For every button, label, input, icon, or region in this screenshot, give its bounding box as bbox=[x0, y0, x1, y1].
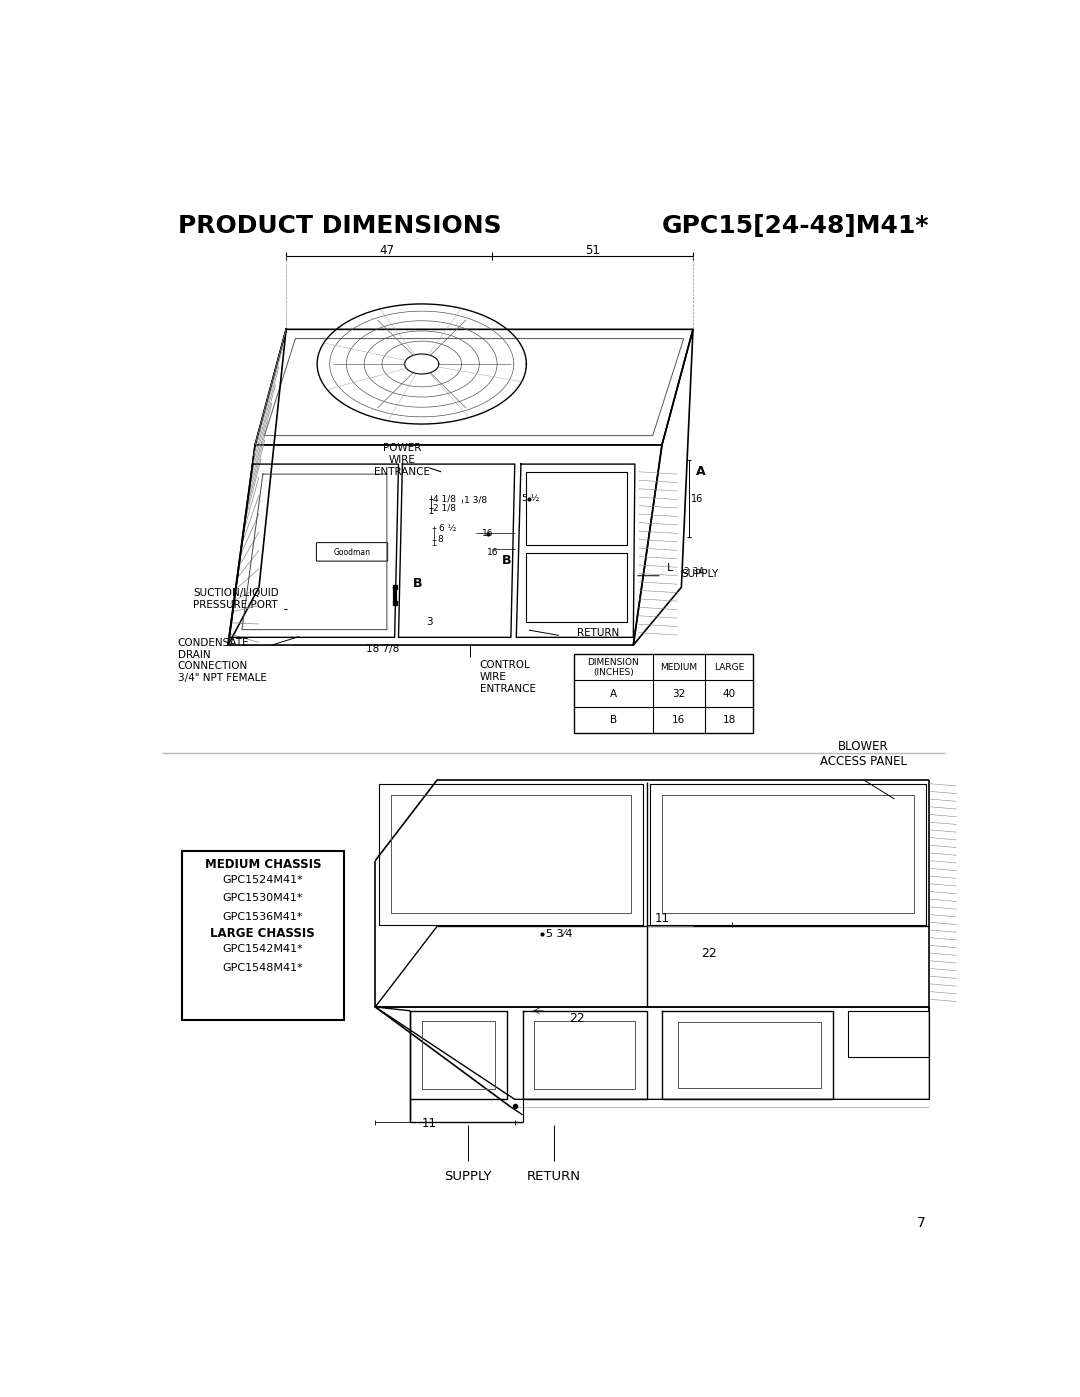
Text: RETURN: RETURN bbox=[577, 629, 619, 638]
Text: 18 7/8: 18 7/8 bbox=[366, 644, 400, 654]
Text: MEDIUM CHASSIS: MEDIUM CHASSIS bbox=[204, 858, 321, 870]
Text: 22: 22 bbox=[701, 947, 716, 960]
Text: GPC1536M41*: GPC1536M41* bbox=[222, 912, 303, 922]
Text: 3: 3 bbox=[427, 617, 433, 627]
Text: 40: 40 bbox=[723, 689, 735, 698]
Text: 16: 16 bbox=[486, 548, 498, 557]
Text: 16: 16 bbox=[672, 715, 686, 725]
Text: L: L bbox=[666, 563, 673, 573]
Text: SUPPLY: SUPPLY bbox=[681, 569, 718, 580]
Text: 47: 47 bbox=[379, 244, 394, 257]
Text: SUCTION/LIQUID
PRESSURE PORT: SUCTION/LIQUID PRESSURE PORT bbox=[193, 588, 287, 610]
Text: SUPPLY: SUPPLY bbox=[445, 1169, 492, 1183]
Text: GPC1530M41*: GPC1530M41* bbox=[222, 893, 303, 904]
Text: 1 3/8: 1 3/8 bbox=[464, 496, 487, 504]
Text: A: A bbox=[609, 689, 617, 698]
Text: Goodman: Goodman bbox=[334, 548, 370, 557]
Text: A: A bbox=[696, 465, 705, 478]
Text: POWER
WIRE
ENTRANCE: POWER WIRE ENTRANCE bbox=[375, 443, 430, 476]
Text: 51: 51 bbox=[584, 244, 599, 257]
Text: 8: 8 bbox=[437, 535, 443, 543]
Text: PRODUCT DIMENSIONS: PRODUCT DIMENSIONS bbox=[177, 214, 501, 237]
Text: GPC15[24-48]M41*: GPC15[24-48]M41* bbox=[662, 214, 930, 237]
Bar bbox=[181, 851, 345, 1020]
Bar bbox=[573, 654, 754, 733]
Text: 22: 22 bbox=[569, 1011, 584, 1025]
Text: MEDIUM: MEDIUM bbox=[660, 662, 698, 672]
Text: 32: 32 bbox=[672, 689, 686, 698]
Text: B: B bbox=[609, 715, 617, 725]
Text: LARGE: LARGE bbox=[714, 662, 744, 672]
Text: 16: 16 bbox=[691, 493, 703, 504]
Text: B: B bbox=[502, 553, 512, 567]
Text: RETURN: RETURN bbox=[527, 1169, 581, 1183]
Text: 16: 16 bbox=[482, 529, 494, 538]
Text: GPC1542M41*: GPC1542M41* bbox=[222, 944, 303, 954]
Text: 2 1/8: 2 1/8 bbox=[433, 503, 457, 513]
Text: DIMENSION
(INCHES): DIMENSION (INCHES) bbox=[588, 658, 639, 678]
Text: 4 1/8: 4 1/8 bbox=[433, 495, 457, 503]
Text: CONDENSATE
DRAIN
CONNECTION
3/4" NPT FEMALE: CONDENSATE DRAIN CONNECTION 3/4" NPT FEM… bbox=[177, 637, 299, 683]
Text: 5 3⁄4: 5 3⁄4 bbox=[545, 929, 572, 939]
Text: CONTROL
WIRE
ENTRANCE: CONTROL WIRE ENTRANCE bbox=[480, 661, 536, 694]
Text: LARGE CHASSIS: LARGE CHASSIS bbox=[211, 928, 315, 940]
Text: 18: 18 bbox=[723, 715, 735, 725]
Text: 11: 11 bbox=[422, 1118, 437, 1130]
Text: GPC1548M41*: GPC1548M41* bbox=[222, 963, 303, 972]
Text: B: B bbox=[414, 577, 422, 590]
Text: BLOWER
ACCESS PANEL: BLOWER ACCESS PANEL bbox=[820, 740, 907, 768]
Text: 7: 7 bbox=[917, 1215, 926, 1229]
FancyBboxPatch shape bbox=[316, 542, 388, 562]
Text: 11: 11 bbox=[654, 912, 670, 925]
Text: 5 ½: 5 ½ bbox=[522, 495, 539, 503]
Text: 6 ½: 6 ½ bbox=[438, 524, 456, 532]
Text: GPC1524M41*: GPC1524M41* bbox=[222, 875, 303, 884]
Text: 2 34: 2 34 bbox=[684, 567, 703, 577]
